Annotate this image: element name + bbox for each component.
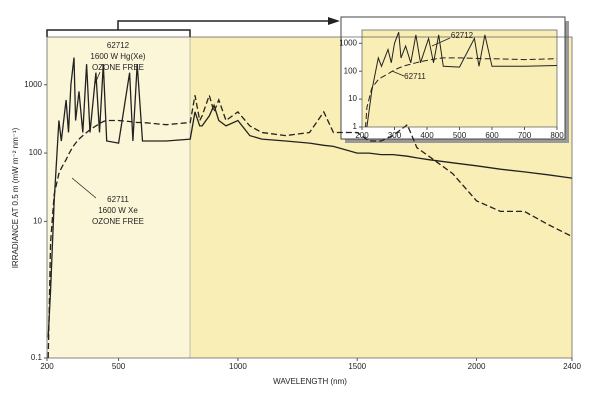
y-tick-label: 10 xyxy=(348,94,357,103)
series-line xyxy=(366,32,557,127)
y-tick-label: 1000 xyxy=(24,80,42,89)
annotation: 1600 W Hg(Xe) xyxy=(90,52,145,61)
x-tick-label: 500 xyxy=(112,362,126,371)
x-tick-label: 500 xyxy=(453,131,467,140)
y-tick-label: 1000 xyxy=(339,38,357,47)
x-tick-label: 2000 xyxy=(468,362,486,371)
annotation-pointer xyxy=(431,37,451,47)
series-line xyxy=(47,57,572,338)
annotation: OZONE FREE xyxy=(92,63,144,72)
inset-plot-bg xyxy=(362,30,557,127)
annotation: OZONE FREE xyxy=(92,217,144,226)
y-tick-label: 1 xyxy=(353,122,358,131)
x-tick-label: 1000 xyxy=(229,362,247,371)
zoom-arrow xyxy=(328,17,340,25)
x-tick-label: 400 xyxy=(420,131,434,140)
annotation: 62712 xyxy=(107,41,130,50)
x-tick-label: 800 xyxy=(550,131,564,140)
series-line xyxy=(365,57,557,127)
annotation: 62712 xyxy=(451,31,474,40)
annotation-pointer xyxy=(391,70,405,77)
x-tick-label: 600 xyxy=(485,131,499,140)
annotation: 1600 W Xe xyxy=(98,206,138,215)
annotation-pointer xyxy=(71,177,97,199)
x-tick-label: 700 xyxy=(518,131,532,140)
zoom-bracket xyxy=(46,20,330,37)
annotation: 62711 xyxy=(107,195,129,204)
y-tick-label: 100 xyxy=(344,66,358,75)
y-tick-label: 10 xyxy=(33,216,42,225)
x-tick-label: 200 xyxy=(40,362,54,371)
y-tick-label: 100 xyxy=(29,148,43,157)
annotation: 62711 xyxy=(404,72,426,81)
annotation-pointer xyxy=(94,71,101,85)
y-axis-label: IRRADIANCE AT 0.5 m (mW m⁻² nm⁻¹) xyxy=(11,127,20,268)
x-tick-label: 1500 xyxy=(348,362,366,371)
plot-frame xyxy=(46,36,573,359)
x-axis-label: WAVELENGTH (nm) xyxy=(273,377,347,386)
y-tick-label: 0.1 xyxy=(31,353,43,362)
x-tick-label: 200 xyxy=(355,131,369,140)
x-tick-label: 2400 xyxy=(563,362,581,371)
x-tick-label: 300 xyxy=(388,131,402,140)
series-line xyxy=(47,93,572,358)
